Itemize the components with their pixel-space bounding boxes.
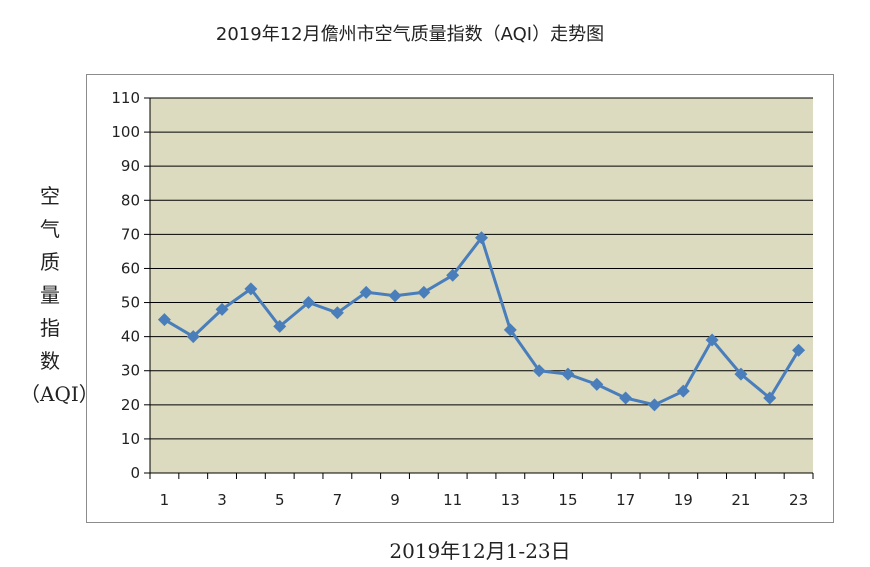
y-tick-label: 30 [121,362,140,380]
y-tick-label: 90 [121,157,140,175]
x-tick-label: 19 [674,491,693,509]
x-tick-label: 11 [443,491,462,509]
y-tick-label: 50 [121,294,140,312]
data-point [417,285,431,299]
plot-area [150,98,813,473]
x-tick-label: 9 [390,491,400,509]
data-point [676,384,690,398]
y-axis-label-char: 量 [40,283,60,307]
chart-frame [86,74,834,523]
x-tick-label: 1 [160,491,170,509]
data-point [359,285,373,299]
x-tick-label: 21 [731,491,750,509]
data-point [446,268,460,282]
y-axis-label-char: 数 [40,349,60,373]
data-point [475,231,488,245]
data-point [792,343,806,357]
data-point [590,377,604,391]
y-tick-label: 20 [121,396,140,414]
x-tick-label: 17 [616,491,635,509]
x-tick-label: 23 [789,491,808,509]
y-axis-label-char: 质 [40,250,60,274]
y-axis-label-char: 气 [40,217,60,241]
data-point [215,302,229,316]
y-tick-label: 70 [121,225,140,243]
data-point [186,330,200,344]
y-tick-label: 40 [121,328,140,346]
y-tick-label: 100 [111,123,140,141]
chart-title: 2019年12月儋州市空气质量指数（AQI）走势图 [215,24,605,45]
data-point [532,364,546,378]
data-point [647,398,661,412]
x-axis-label: 2019年12月1-23日 [389,539,571,563]
x-tick-label: 15 [558,491,577,509]
y-tick-label: 10 [121,430,140,448]
data-point [388,289,402,303]
x-tick-label: 5 [275,491,285,509]
x-tick-label: 13 [501,491,520,509]
y-tick-label: 0 [130,464,140,482]
x-tick-label: 3 [217,491,227,509]
data-point [330,306,344,320]
data-point [734,367,748,381]
data-point [763,391,777,405]
data-point [302,296,316,310]
data-point [503,323,517,337]
y-axis-label-char: 空 [40,184,60,208]
y-axis-label-char: 指 [40,316,60,340]
data-point [619,391,633,405]
y-tick-label: 60 [121,259,140,277]
y-tick-label: 80 [121,191,140,209]
x-tick-label: 7 [333,491,343,509]
data-point [561,367,575,381]
data-point [705,333,719,347]
y-axis-label: 空 气 质 量 指 数 （AQI） [20,180,99,411]
data-point [244,282,258,296]
data-point [157,313,171,327]
data-point [273,319,287,333]
y-tick-label: 110 [111,89,140,107]
